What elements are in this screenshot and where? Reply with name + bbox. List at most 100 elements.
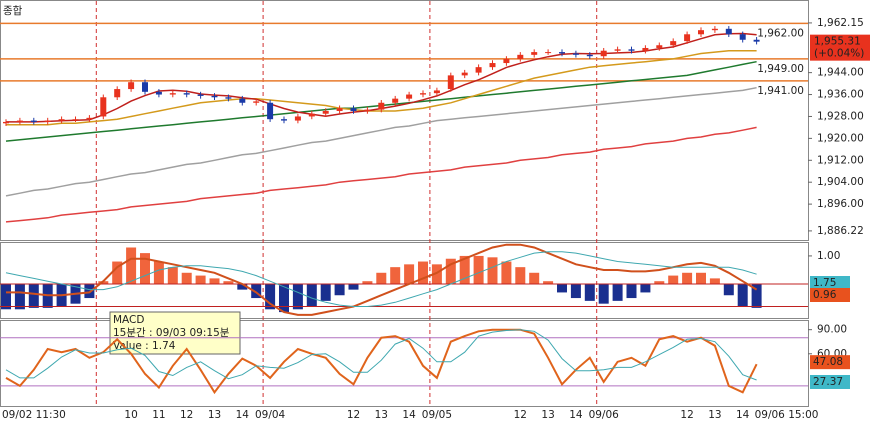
- histogram-bar: [584, 284, 595, 301]
- level-label: 1,962.00: [757, 27, 804, 39]
- candle-body: [503, 58, 510, 64]
- candle-body: [308, 113, 315, 117]
- moving-average: [5, 126, 757, 223]
- histogram-bar: [334, 284, 345, 296]
- x-tick-label: 14: [736, 409, 750, 421]
- tooltip: [109, 311, 241, 355]
- histogram-bar: [181, 272, 192, 285]
- x-tick-label: 13: [208, 409, 221, 421]
- candle-body: [364, 109, 371, 111]
- candle-body: [350, 108, 357, 111]
- candle-body: [16, 120, 23, 122]
- x-tick-label: 14: [569, 409, 583, 421]
- y-tick-label: 1,904.00: [817, 176, 864, 188]
- candle-body: [475, 67, 482, 73]
- last-value-box: [810, 276, 850, 290]
- price-panel: [0, 0, 809, 241]
- tooltip-line: Value : 1.74: [113, 340, 176, 352]
- histogram-bar: [612, 284, 623, 301]
- histogram-bar: [487, 257, 498, 285]
- histogram-bar: [237, 284, 248, 290]
- candle-body: [322, 110, 329, 114]
- histogram-bar: [723, 284, 734, 296]
- candle-body: [378, 102, 385, 110]
- last-value-box: [810, 355, 850, 370]
- candle-body: [684, 34, 691, 42]
- macd-panel: [0, 242, 809, 319]
- candle-body: [169, 93, 176, 95]
- candle-body: [294, 116, 301, 121]
- histogram-bar: [14, 284, 25, 310]
- candle-body: [336, 108, 343, 111]
- histogram-bar: [682, 272, 693, 285]
- candle-body: [670, 41, 677, 46]
- candle-body: [572, 53, 579, 55]
- histogram-bar: [459, 255, 470, 285]
- x-tick-label: 14: [402, 409, 416, 421]
- candle-body: [72, 119, 79, 121]
- candle-body: [253, 101, 260, 103]
- moving-average: [5, 86, 757, 197]
- last-value-box: [810, 288, 850, 302]
- candle-body: [642, 47, 649, 51]
- x-tick-label: 14: [236, 409, 250, 421]
- histogram-bar: [404, 264, 415, 285]
- histogram-bar: [598, 284, 609, 304]
- last-value-box: [810, 374, 850, 389]
- histogram-bar: [418, 261, 428, 285]
- last-value: 1.75: [813, 277, 836, 289]
- tooltip-title: MACD: [113, 314, 144, 326]
- histogram-bar: [557, 284, 567, 293]
- histogram-bar: [265, 284, 276, 310]
- last-price: 1,955.31: [814, 36, 861, 48]
- candle-body: [461, 72, 468, 76]
- candle-body: [197, 94, 204, 96]
- histogram-bar: [195, 275, 206, 285]
- candle-body: [725, 28, 732, 35]
- histogram-bar: [362, 281, 373, 285]
- macd-line: [6, 243, 758, 316]
- x-tick-label: 11: [152, 409, 165, 421]
- histogram-bar: [223, 281, 234, 285]
- last-value: 27.37: [813, 376, 843, 388]
- histogram-bar: [737, 284, 748, 307]
- y-tick-label: 1,944.00: [817, 67, 864, 79]
- level-label: 1,941.00: [757, 85, 804, 97]
- candle-body: [711, 28, 718, 31]
- candle-body: [392, 98, 399, 103]
- y-tick-label: 1.00: [817, 250, 840, 262]
- candle-body: [628, 49, 635, 51]
- y-tick-label: 1,896.00: [817, 198, 864, 210]
- histogram-bar: [348, 284, 359, 290]
- histogram-bar: [654, 281, 665, 285]
- histogram-bar: [251, 284, 262, 299]
- stochastic-line: [5, 328, 758, 395]
- candle-body: [183, 93, 190, 95]
- histogram-bar: [570, 284, 581, 299]
- histogram-bar: [515, 267, 526, 285]
- x-tick-label: 13: [375, 409, 388, 421]
- candle-body: [559, 52, 565, 54]
- histogram-bar: [668, 275, 679, 285]
- x-tick-label: 12: [514, 409, 527, 421]
- y-tick-label: 1,920.00: [817, 132, 864, 144]
- x-tick-label: 10: [124, 409, 137, 421]
- histogram-bar: [529, 272, 540, 285]
- histogram-bar: [167, 267, 178, 285]
- histogram-bar: [501, 261, 512, 285]
- histogram-bar: [640, 284, 651, 293]
- histogram-bar: [376, 272, 387, 285]
- y-tick-label: 90.00: [817, 324, 847, 336]
- candle-body: [155, 91, 162, 95]
- candle-body: [614, 49, 621, 51]
- candle-body: [281, 119, 287, 121]
- candle-body: [30, 120, 37, 122]
- histogram-bar: [626, 284, 637, 299]
- candle-body: [420, 93, 426, 95]
- change-label: (+0.04%): [814, 48, 864, 60]
- chart-title: 종합: [3, 5, 23, 17]
- histogram-bar: [306, 284, 317, 307]
- x-tick-label: 09/05: [422, 409, 452, 421]
- histogram-bar: [126, 247, 137, 285]
